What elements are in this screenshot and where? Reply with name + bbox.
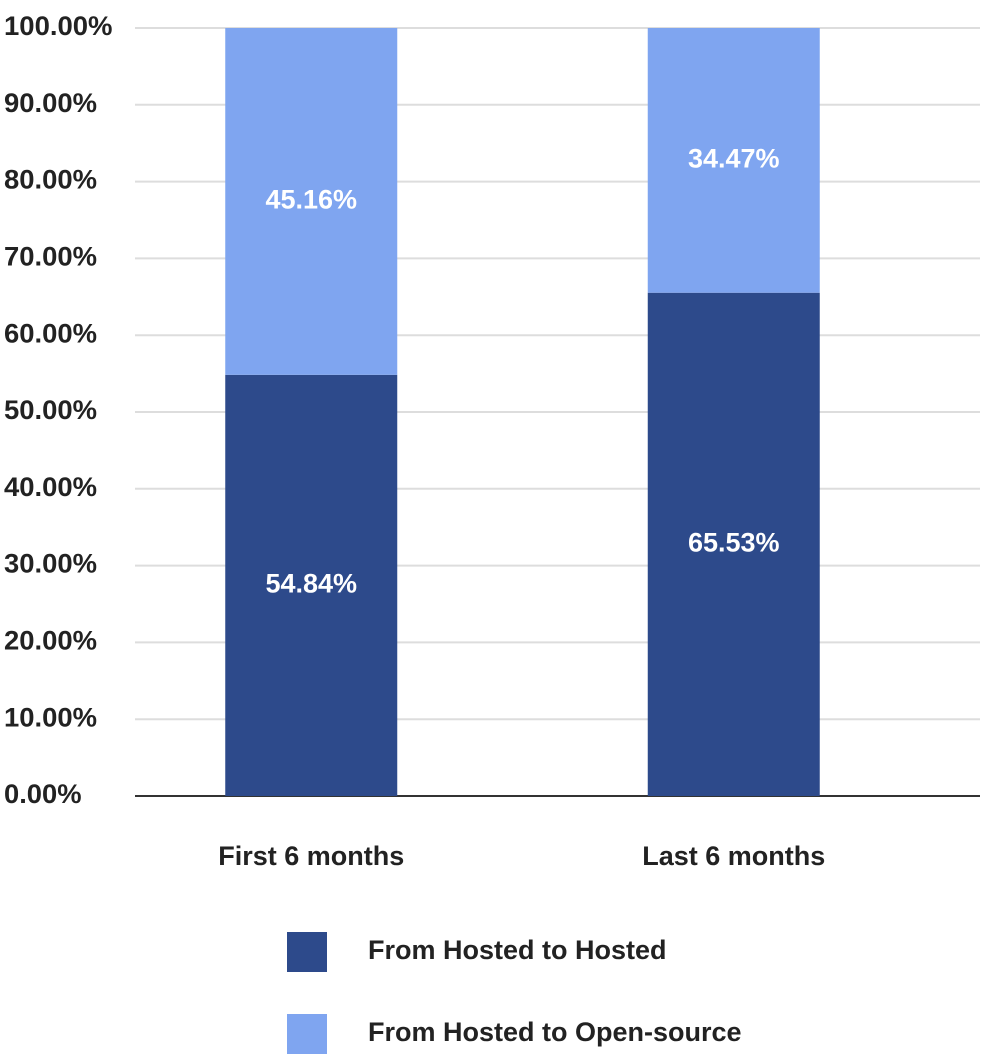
legend-label: From Hosted to Hosted	[368, 935, 667, 965]
y-tick-label: 20.00%	[4, 626, 97, 656]
legend-swatch	[287, 932, 327, 972]
bar-segment	[647, 292, 820, 796]
bar-segment	[225, 374, 398, 796]
y-tick-label: 0.00%	[4, 779, 82, 809]
legend-swatch	[287, 1014, 327, 1054]
y-tick-label: 40.00%	[4, 472, 97, 502]
legend-label: From Hosted to Open-source	[368, 1017, 742, 1047]
value-label: 54.84%	[265, 569, 357, 599]
value-label: 45.16%	[265, 185, 357, 215]
y-tick-label: 100.00%	[4, 11, 113, 41]
y-tick-label: 70.00%	[4, 242, 97, 272]
y-tick-label: 30.00%	[4, 549, 97, 579]
y-tick-label: 90.00%	[4, 88, 97, 118]
y-tick-label: 60.00%	[4, 318, 97, 348]
y-tick-label: 50.00%	[4, 395, 97, 425]
bar-segment	[225, 28, 398, 375]
bar-segment	[647, 28, 820, 293]
value-label: 65.53%	[688, 527, 780, 557]
value-label: 34.47%	[688, 143, 780, 173]
y-tick-label: 80.00%	[4, 165, 97, 195]
x-tick-label: Last 6 months	[642, 841, 825, 871]
x-tick-label: First 6 months	[218, 841, 404, 871]
y-tick-label: 10.00%	[4, 702, 97, 732]
